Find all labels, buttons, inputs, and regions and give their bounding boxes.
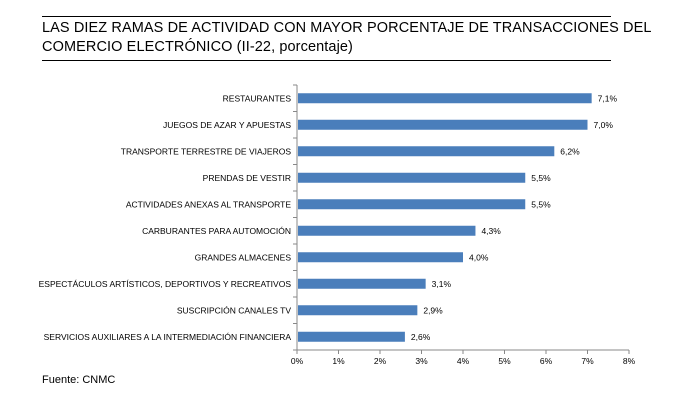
bar (298, 278, 426, 289)
value-label: 2,9% (423, 305, 443, 315)
value-label: 5,5% (531, 199, 551, 209)
x-tick-label: 2% (374, 356, 387, 366)
value-label: 2,6% (411, 332, 431, 342)
category-label: SERVICIOS AUXILIARES A LA INTERMEDIACIÓN… (44, 332, 292, 342)
bar (298, 252, 463, 263)
value-label: 7,0% (594, 120, 614, 130)
x-tick-label: 3% (415, 356, 428, 366)
value-label: 3,1% (432, 279, 452, 289)
bar (298, 305, 418, 316)
x-tick-label: 4% (457, 356, 470, 366)
bar (298, 146, 555, 157)
x-tick-label: 6% (540, 356, 553, 366)
x-tick-label: 5% (498, 356, 511, 366)
value-label: 6,2% (560, 146, 580, 156)
bar (298, 119, 588, 130)
value-label: 4,3% (481, 226, 501, 236)
bar (298, 172, 526, 183)
category-label: RESTAURANTES (223, 93, 292, 103)
bar (298, 199, 526, 210)
value-label: 5,5% (531, 173, 551, 183)
category-label: GRANDES ALMACENES (195, 252, 292, 262)
category-label: ACTIVIDADES ANEXAS AL TRANSPORTE (126, 199, 292, 209)
bar (298, 331, 405, 342)
chart-title-block: LAS DIEZ RAMAS DE ACTIVIDAD CON MAYOR PO… (42, 16, 652, 61)
category-label: SUSCRIPCIÓN CANALES TV (177, 305, 291, 315)
x-tick-label: 7% (581, 356, 594, 366)
value-label: 4,0% (469, 252, 489, 262)
x-tick-label: 1% (332, 356, 345, 366)
category-label: JUEGOS DE AZAR Y APUESTAS (163, 120, 291, 130)
value-label: 7,1% (598, 93, 618, 103)
x-tick-label: 0% (291, 356, 304, 366)
chart-title-line-1: LAS DIEZ RAMAS DE ACTIVIDAD CON MAYOR PO… (42, 20, 652, 36)
category-label: CARBURANTES PARA AUTOMOCIÓN (142, 226, 291, 236)
bar (298, 225, 476, 236)
category-label: PRENDAS DE VESTIR (203, 173, 291, 183)
category-label: ESPECTÁCULOS ARTÍSTICOS, DEPORTIVOS Y RE… (39, 279, 292, 289)
source-note: Fuente: CNMC (42, 374, 116, 386)
category-label: TRANSPORTE TERRESTRE DE VIAJEROS (121, 146, 292, 156)
x-tick-label: 8% (623, 356, 636, 366)
bar (298, 93, 592, 104)
chart-title-line-2: COMERCIO ELECTRÓNICO (II-22, porcentaje) (42, 39, 353, 55)
